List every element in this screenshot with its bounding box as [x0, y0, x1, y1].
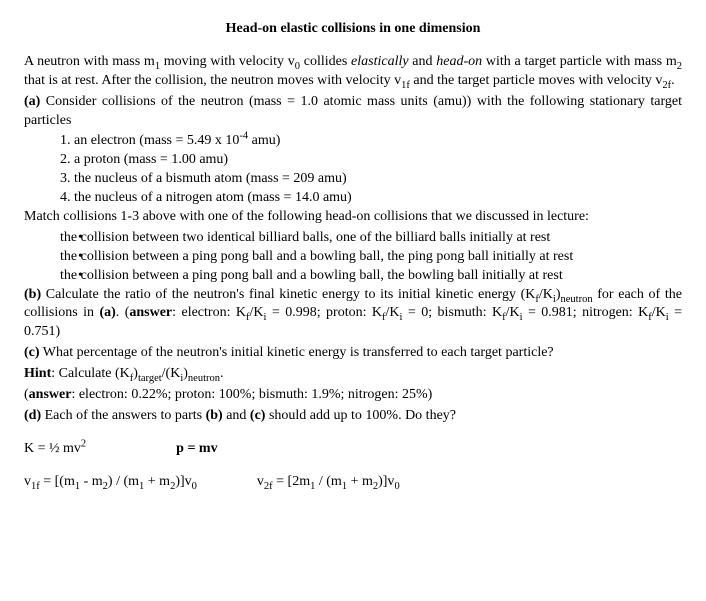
formula-row-1: K = ½ mv2p = mv — [24, 440, 682, 459]
bullet-3: •the collision between a ping pong ball … — [60, 267, 682, 286]
bullet-2: •the collision between a ping pong ball … — [60, 248, 682, 267]
bullet-icon: • — [78, 248, 83, 267]
item-4: 4. the nucleus of a nitrogen atom (mass … — [60, 189, 682, 208]
item-2: 2. a proton (mass = 1.00 amu) — [60, 151, 682, 170]
part-b: (b) Calculate the ratio of the neutron's… — [24, 286, 682, 343]
part-a: (a) Consider collisions of the neutron (… — [24, 93, 682, 131]
part-c: (c) What percentage of the neutron's ini… — [24, 344, 682, 363]
part-c-answer: (answer: electron: 0.22%; proton: 100%; … — [24, 386, 682, 405]
bullet-icon: • — [78, 229, 83, 248]
formula-row-2: v1f = [(m1 - m2) / (m1 + m2)]v0v2f = [2m… — [24, 473, 682, 492]
part-d: (d) Each of the answers to parts (b) and… — [24, 407, 682, 426]
hint: Hint: Calculate (Kf)target/(Ki)neutron. — [24, 365, 682, 384]
item-3: 3. the nucleus of a bismuth atom (mass =… — [60, 170, 682, 189]
item-1: 1. an electron (mass = 5.49 x 10-4 amu) — [60, 132, 682, 151]
intro-paragraph: A neutron with mass m1 moving with veloc… — [24, 53, 682, 91]
match-text: Match collisions 1-3 above with one of t… — [24, 208, 682, 227]
bullet-1: •the collision between two identical bil… — [60, 229, 682, 248]
bullet-icon: • — [78, 267, 83, 286]
page-title: Head-on elastic collisions in one dimens… — [24, 20, 682, 39]
